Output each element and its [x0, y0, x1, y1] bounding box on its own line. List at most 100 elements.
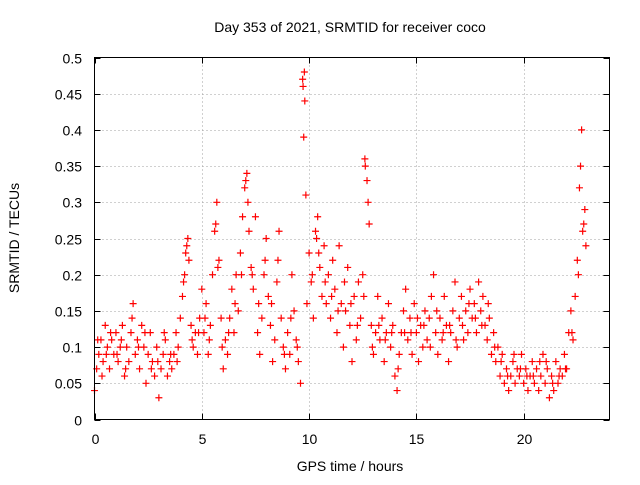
data-point [292, 336, 300, 344]
y-tick-label: 0.05 [55, 376, 82, 392]
data-point [159, 350, 167, 358]
data-point [348, 358, 356, 366]
data-point [153, 343, 161, 351]
data-point [107, 329, 115, 337]
data-point [293, 343, 301, 351]
data-point [318, 292, 326, 300]
data-point [582, 242, 590, 250]
data-point [201, 314, 209, 322]
y-tick-label: 0.3 [63, 195, 83, 211]
data-point [269, 358, 277, 366]
data-point [239, 213, 247, 221]
data-point [300, 68, 308, 76]
data-point [401, 329, 409, 337]
data-point [533, 365, 541, 373]
data-point [274, 256, 282, 264]
data-point [478, 321, 486, 329]
data-point [299, 75, 307, 83]
data-point [178, 292, 186, 300]
data-point [195, 329, 203, 337]
data-point [284, 329, 292, 337]
data-point [189, 343, 197, 351]
data-point [459, 321, 467, 329]
data-point [571, 292, 579, 300]
data-point [236, 249, 244, 257]
data-point [577, 162, 585, 170]
data-point [114, 358, 122, 366]
data-point [453, 343, 461, 351]
data-point [537, 372, 545, 380]
data-point [536, 358, 544, 366]
data-point [226, 314, 234, 322]
data-point [393, 387, 401, 395]
data-point [328, 292, 336, 300]
data-point [535, 387, 543, 395]
data-point [185, 256, 193, 264]
data-point [359, 271, 367, 279]
data-point [484, 300, 492, 308]
data-point [313, 235, 321, 242]
data-point [372, 329, 380, 337]
data-point [579, 227, 587, 235]
data-point [134, 343, 142, 351]
y-tick-label: 0.5 [63, 51, 83, 67]
data-point [206, 321, 214, 329]
data-point [173, 358, 181, 366]
data-point [384, 300, 392, 308]
data-point [406, 314, 414, 322]
data-point [580, 220, 588, 228]
data-point [510, 350, 518, 358]
data-point [360, 292, 368, 300]
data-point [273, 278, 281, 286]
data-point [101, 321, 109, 329]
data-point [118, 321, 126, 329]
data-point [550, 387, 558, 395]
data-point [231, 300, 239, 308]
data-point [425, 314, 433, 322]
data-point [242, 177, 250, 185]
data-point [218, 343, 226, 351]
data-point [505, 387, 513, 395]
data-point [374, 292, 382, 300]
data-point [125, 358, 133, 366]
data-point [335, 242, 343, 250]
data-point [245, 227, 253, 235]
data-point [300, 133, 308, 141]
data-point [419, 343, 427, 351]
data-point [555, 372, 563, 380]
data-point [426, 343, 434, 351]
y-tick-label: 0.35 [55, 159, 82, 175]
data-point [301, 97, 309, 105]
data-point [129, 300, 137, 308]
data-point [213, 198, 221, 206]
data-point [404, 336, 412, 344]
data-point [234, 307, 242, 315]
data-point [333, 329, 341, 337]
data-point [363, 177, 371, 185]
data-point [433, 307, 441, 315]
data-point [528, 358, 536, 366]
data-point [215, 256, 223, 264]
data-point [574, 271, 582, 279]
data-point [228, 285, 236, 293]
data-point [421, 307, 429, 315]
data-point [187, 321, 195, 329]
data-point [347, 300, 355, 308]
data-point [380, 358, 388, 366]
data-point [357, 314, 365, 322]
data-point [520, 379, 528, 387]
y-tick-label: 0.45 [55, 87, 82, 103]
data-point [413, 314, 421, 322]
data-point [280, 350, 288, 358]
data-point [562, 365, 570, 373]
data-point [224, 350, 232, 358]
data-point [410, 300, 418, 308]
data-point [275, 227, 283, 235]
chart-title: Day 353 of 2021, SRMTID for receiver coc… [214, 19, 486, 35]
data-point [504, 372, 512, 380]
data-point [249, 285, 257, 293]
data-point [352, 336, 360, 344]
data-point [202, 300, 210, 308]
data-point [99, 358, 107, 366]
